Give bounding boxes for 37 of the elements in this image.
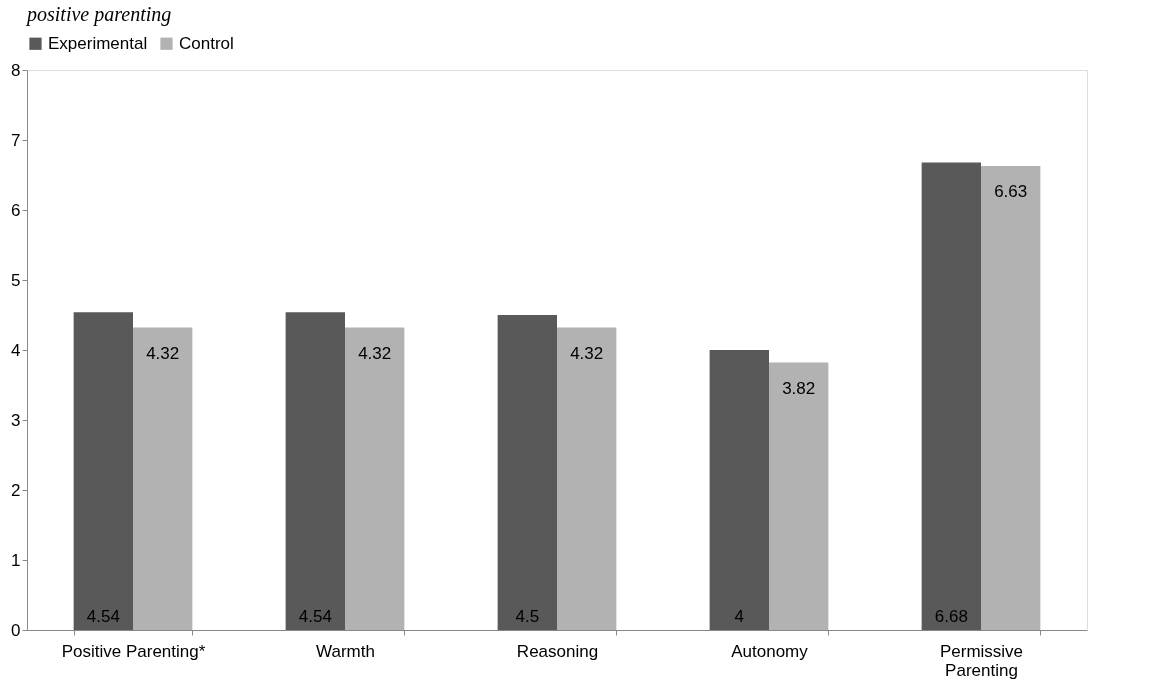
bar (921, 162, 981, 630)
x-tick-label: Positive Parenting* (61, 641, 206, 661)
data-label: 4.54 (298, 607, 332, 626)
y-tick-label: 1 (11, 550, 21, 570)
data-label: 6.63 (994, 181, 1028, 201)
x-tick-label: Warmth (316, 641, 375, 661)
y-tick-label: 4 (11, 340, 21, 360)
x-tick-label: Reasoning (516, 641, 599, 661)
bar (497, 315, 557, 630)
data-label: 4.5 (515, 607, 540, 626)
y-tick-label: 0 (11, 620, 21, 640)
data-label: 4.32 (146, 343, 180, 363)
bar (133, 327, 193, 630)
legend-label: Control (179, 33, 234, 53)
data-label: 4 (734, 607, 745, 626)
y-tick-label: 3 (11, 410, 21, 430)
bar (285, 312, 345, 630)
legend-label: Experimental (48, 33, 148, 53)
x-tick-label: Permissive Parenting (939, 641, 1024, 680)
bar (557, 327, 617, 630)
bar (345, 327, 405, 630)
data-label: 4.54 (86, 607, 120, 626)
bar (709, 350, 769, 630)
y-tick-label: 8 (11, 60, 21, 80)
y-tick-label: 6 (11, 200, 21, 220)
data-label: 3.82 (782, 378, 816, 398)
y-tick-label: 2 (11, 480, 21, 500)
y-tick-label: 7 (11, 130, 21, 150)
bar (981, 165, 1041, 630)
data-label: 4.32 (570, 343, 604, 363)
data-label: 6.68 (934, 607, 968, 626)
chart-title: positive parenting (25, 3, 172, 26)
data-label: 4.32 (358, 343, 392, 363)
x-tick-label: Autonomy (731, 641, 809, 661)
y-tick-label: 5 (11, 270, 21, 290)
bar (769, 362, 829, 630)
bar (73, 312, 133, 630)
